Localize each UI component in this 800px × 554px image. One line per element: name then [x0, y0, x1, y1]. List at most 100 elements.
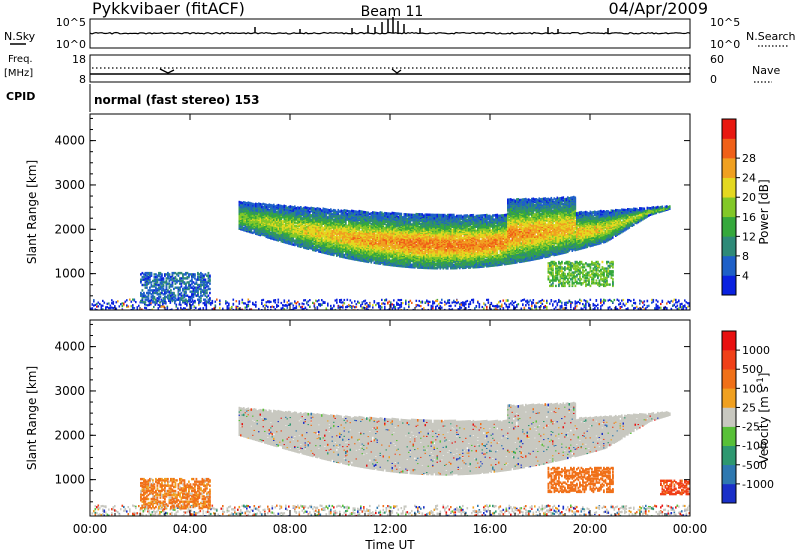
scatter-cell [333, 218, 335, 222]
scatter-cell [253, 220, 256, 223]
scatter-cell [391, 307, 394, 310]
scatter-cell [367, 257, 370, 260]
scatter-cell [352, 229, 355, 232]
cpid-label: CPID [6, 90, 35, 103]
scatter-cell [313, 245, 316, 249]
scatter-cell [300, 219, 302, 223]
scatter-cell [280, 233, 283, 237]
scatter-cell [405, 301, 407, 304]
scatter-cell [351, 305, 353, 308]
scatter-cell [292, 307, 295, 310]
scatter-cell [117, 300, 119, 303]
scatter-cell [294, 242, 296, 246]
scatter-cell [291, 302, 293, 305]
scatter-cell [399, 299, 401, 302]
scatter-cell [360, 210, 362, 213]
scatter-cell [390, 212, 392, 216]
scatter-cell [343, 255, 346, 259]
scatter-cell [391, 303, 394, 306]
scatter-cell [385, 248, 388, 251]
scatter-cell [364, 216, 367, 219]
scatter-cell [340, 234, 343, 237]
scatter-cell [106, 306, 109, 309]
scatter-cell [382, 219, 385, 222]
scatter-cell [181, 308, 184, 310]
scatter-cell [276, 303, 278, 307]
scatter-cell [258, 223, 260, 227]
scatter-cell [385, 231, 388, 234]
scatter-cell [286, 210, 289, 214]
scatter-cell [241, 213, 244, 216]
scatter-cell [274, 301, 277, 304]
scatter-cell [423, 250, 425, 254]
scatter-cell [291, 229, 293, 232]
scatter-cell [121, 305, 124, 308]
scatter-cell [373, 300, 376, 303]
scatter-cell [241, 208, 244, 211]
scatter-cell [249, 308, 251, 310]
scatter-cell [297, 236, 299, 239]
scatter-cell [273, 236, 275, 240]
nave-dip [159, 68, 175, 74]
scatter-cell [240, 205, 242, 209]
scatter-cell [129, 298, 131, 301]
scatter-cell [136, 308, 139, 310]
scatter-cell [97, 301, 100, 304]
scatter-cell [268, 208, 271, 212]
scatter-cell [283, 300, 286, 303]
scatter-cell [318, 299, 320, 302]
scatter-cell [295, 225, 298, 228]
scatter-cell [403, 213, 406, 216]
scatter-cell [333, 304, 335, 307]
scatter-cell [264, 203, 266, 206]
scatter-cell [418, 213, 421, 216]
scatter-cell [280, 204, 283, 208]
scatter-cell [289, 242, 292, 246]
scatter-cell [394, 261, 397, 264]
scatter-cell [238, 200, 241, 204]
scatter-cell [339, 300, 341, 303]
scatter-cell [324, 231, 326, 234]
scatter-cell [306, 308, 308, 310]
scatter-cell [333, 208, 335, 212]
scatter-cell [294, 213, 296, 217]
scatter-cell [358, 301, 361, 304]
scatter-cell [336, 210, 338, 214]
scatter-cell [390, 303, 392, 306]
scatter-cell [249, 225, 251, 228]
scatter-cell [126, 299, 128, 302]
scatter-cell [417, 304, 419, 307]
scatter-cell [270, 306, 272, 309]
scatter-cell [352, 236, 355, 240]
scatter-cell [316, 229, 319, 233]
scatter-cell [267, 221, 269, 224]
scatter-cell [384, 258, 386, 262]
scatter-cell [340, 298, 343, 301]
scatter-cell [319, 215, 322, 218]
scatter-cell [252, 202, 254, 206]
scatter-cell [279, 204, 281, 207]
scatter-cell [357, 234, 359, 237]
scatter-cell [369, 302, 371, 305]
scatter-cell [261, 299, 263, 302]
scatter-cell [112, 300, 115, 303]
scatter-cell [361, 239, 364, 242]
scatter-cell [391, 222, 394, 225]
scatter-cell [343, 298, 346, 302]
scatter-cell [246, 220, 248, 223]
scatter-cell [385, 244, 388, 247]
scatter-cell [384, 211, 386, 215]
scatter-cell [310, 230, 313, 233]
scatter-cell [309, 299, 311, 302]
scatter-cell [169, 301, 172, 304]
scatter-cell [351, 301, 353, 304]
scatter-cell [351, 235, 353, 238]
scatter-cell [391, 242, 394, 246]
scatter-cell [363, 306, 365, 309]
scatter-cell [342, 301, 344, 304]
scatter-cell [286, 229, 289, 233]
scatter-cell [259, 230, 262, 234]
scatter-cell [225, 302, 227, 305]
scatter-cell [322, 238, 325, 241]
